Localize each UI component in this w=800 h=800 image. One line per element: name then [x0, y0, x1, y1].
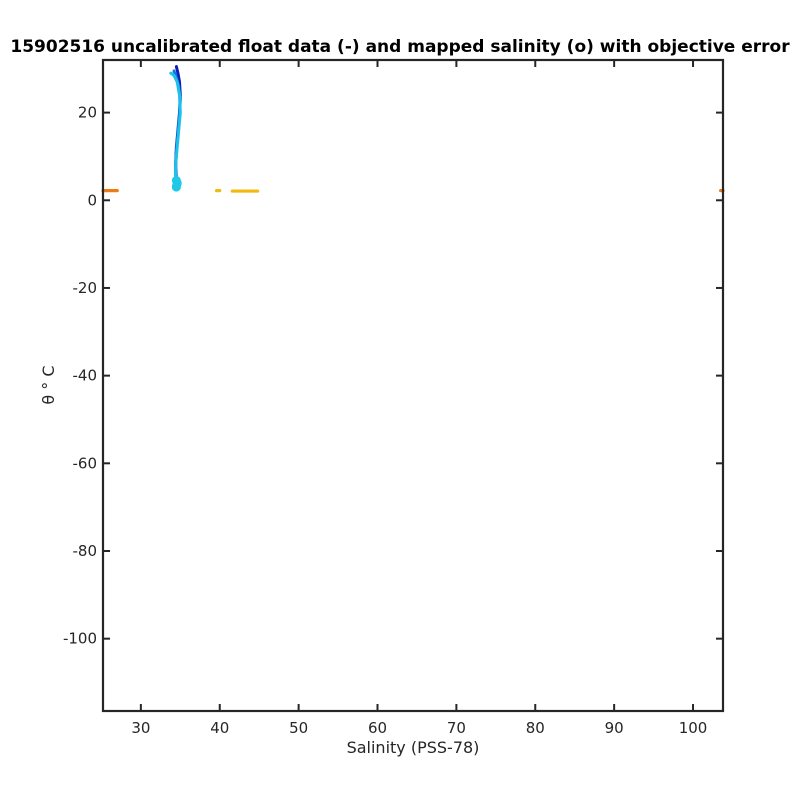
x-tick-label: 70: [447, 719, 466, 737]
plot-area: [101, 65, 725, 193]
x-tick-label: 80: [526, 719, 545, 737]
y-axis-label: θ ° C: [39, 365, 58, 404]
mapped-salinity-point: [171, 182, 181, 192]
y-axis: 20 0 -20 -40 -60 -80 -100: [63, 104, 723, 648]
x-tick-label: 100: [679, 719, 708, 737]
series-line-2: [169, 71, 182, 189]
y-tick-label: 20: [78, 104, 97, 122]
y-tick-label: -60: [73, 454, 98, 472]
y-tick-label: -40: [73, 367, 98, 385]
chart-title: 15902516 uncalibrated float data (-) and…: [10, 37, 790, 57]
y-tick-label: -80: [73, 542, 98, 560]
axes-frame: [101, 58, 725, 713]
x-tick-label: 90: [605, 719, 624, 737]
y-tick-label: 0: [87, 191, 97, 209]
x-axis-label: Salinity (PSS-78): [347, 738, 480, 757]
x-axis: 30 40 50 60 70 80 90 100: [131, 60, 707, 737]
y-tick-label: -20: [73, 279, 98, 297]
x-tick-label: 30: [131, 719, 150, 737]
y-tick-label: -100: [63, 630, 97, 648]
x-tick-label: 50: [289, 719, 308, 737]
x-tick-label: 40: [210, 719, 229, 737]
x-tick-label: 60: [368, 719, 387, 737]
